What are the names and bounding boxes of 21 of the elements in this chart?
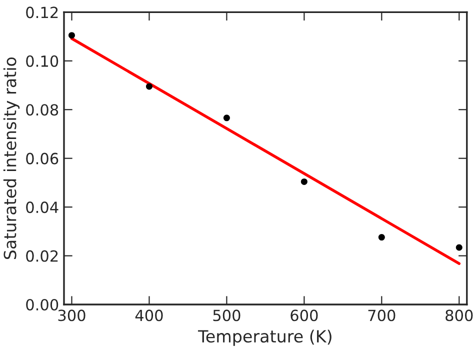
y-tick-label: 0.04 bbox=[26, 202, 58, 214]
y-tick-label: 0.08 bbox=[26, 104, 58, 116]
x-tick-label: 300 bbox=[58, 310, 86, 322]
x-tick-label: 800 bbox=[446, 310, 473, 322]
x-tick-label: 500 bbox=[213, 310, 240, 322]
y-tick-label: 0.02 bbox=[26, 250, 58, 262]
y-tick-label: 0.10 bbox=[26, 55, 58, 67]
x-tick-label: 700 bbox=[368, 310, 396, 322]
x-tick-label: 400 bbox=[135, 310, 163, 322]
point bbox=[223, 114, 230, 122]
point bbox=[68, 32, 75, 39]
point bbox=[300, 178, 308, 185]
point bbox=[146, 83, 152, 90]
point bbox=[378, 234, 385, 241]
y-tick-label: 0.06 bbox=[26, 152, 58, 164]
y-tick-label: 0.00 bbox=[26, 298, 58, 311]
point bbox=[456, 244, 462, 251]
x-tick-label: 600 bbox=[290, 310, 318, 322]
y-axis-title: Saturated intensity ratio bbox=[3, 57, 20, 260]
y-tick-label: 0.12 bbox=[26, 6, 58, 18]
x-axis-title: Temperature (K) bbox=[198, 330, 332, 346]
